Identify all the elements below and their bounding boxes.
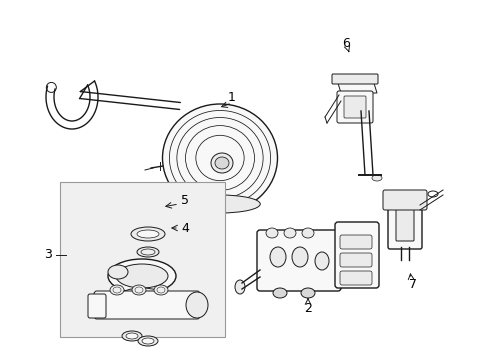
Ellipse shape bbox=[180, 195, 260, 213]
Ellipse shape bbox=[122, 331, 142, 341]
Ellipse shape bbox=[314, 252, 328, 270]
Ellipse shape bbox=[137, 247, 159, 257]
Ellipse shape bbox=[272, 288, 286, 298]
FancyBboxPatch shape bbox=[339, 235, 371, 249]
Ellipse shape bbox=[135, 287, 142, 293]
Ellipse shape bbox=[126, 333, 138, 339]
Ellipse shape bbox=[108, 265, 128, 279]
FancyBboxPatch shape bbox=[343, 96, 365, 118]
Ellipse shape bbox=[141, 249, 155, 255]
Text: 5: 5 bbox=[181, 194, 189, 207]
Bar bbox=[60, 182, 224, 337]
Polygon shape bbox=[336, 80, 376, 93]
Ellipse shape bbox=[185, 292, 207, 318]
FancyBboxPatch shape bbox=[339, 253, 371, 267]
Ellipse shape bbox=[162, 104, 277, 212]
Ellipse shape bbox=[157, 287, 164, 293]
Text: 6: 6 bbox=[342, 36, 349, 50]
FancyBboxPatch shape bbox=[331, 74, 377, 84]
Text: 2: 2 bbox=[304, 302, 311, 315]
FancyBboxPatch shape bbox=[94, 291, 200, 319]
FancyBboxPatch shape bbox=[336, 91, 372, 123]
Ellipse shape bbox=[131, 227, 164, 241]
Ellipse shape bbox=[265, 228, 278, 238]
FancyBboxPatch shape bbox=[334, 222, 378, 288]
FancyBboxPatch shape bbox=[382, 190, 426, 210]
Ellipse shape bbox=[269, 247, 285, 267]
Ellipse shape bbox=[142, 338, 154, 344]
Ellipse shape bbox=[137, 230, 159, 238]
Ellipse shape bbox=[210, 153, 232, 173]
Ellipse shape bbox=[120, 288, 163, 304]
FancyBboxPatch shape bbox=[339, 271, 371, 285]
Ellipse shape bbox=[132, 285, 146, 295]
Text: 3: 3 bbox=[44, 248, 52, 261]
Ellipse shape bbox=[215, 157, 228, 169]
Ellipse shape bbox=[108, 259, 176, 293]
Ellipse shape bbox=[371, 175, 381, 181]
Ellipse shape bbox=[291, 247, 307, 267]
Ellipse shape bbox=[116, 264, 168, 288]
FancyBboxPatch shape bbox=[387, 203, 421, 249]
Text: 7: 7 bbox=[408, 279, 416, 292]
Ellipse shape bbox=[235, 280, 244, 294]
Ellipse shape bbox=[110, 285, 124, 295]
Ellipse shape bbox=[113, 287, 121, 293]
FancyBboxPatch shape bbox=[88, 294, 106, 318]
FancyBboxPatch shape bbox=[257, 230, 340, 291]
FancyBboxPatch shape bbox=[395, 209, 413, 241]
Text: 1: 1 bbox=[227, 90, 235, 104]
Text: 4: 4 bbox=[181, 221, 188, 234]
Ellipse shape bbox=[302, 228, 313, 238]
Ellipse shape bbox=[138, 336, 158, 346]
Ellipse shape bbox=[301, 288, 314, 298]
Ellipse shape bbox=[154, 285, 168, 295]
Ellipse shape bbox=[284, 228, 295, 238]
